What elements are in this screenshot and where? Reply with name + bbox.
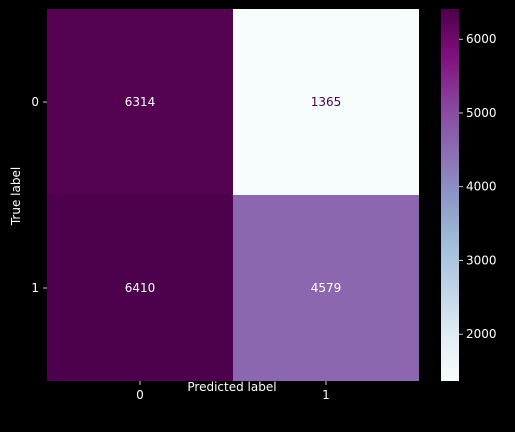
- cell-value-label: 1365: [311, 95, 342, 109]
- matrix-cell: [233, 195, 419, 381]
- x-tick-label: 1: [322, 388, 330, 402]
- matrix-cell: [233, 9, 419, 195]
- colorbar-tick-label: 5000: [466, 106, 497, 120]
- colorbar: [441, 9, 459, 381]
- cell-value-label: 6410: [125, 281, 156, 295]
- colorbar-tick-label: 6000: [466, 32, 497, 46]
- y-tick-label: 1: [31, 281, 39, 295]
- cell-value-label: 4579: [311, 281, 342, 295]
- colorbar-tick-label: 4000: [466, 180, 497, 194]
- matrix-cell: [47, 9, 233, 195]
- colorbar-tick-label: 3000: [466, 253, 497, 267]
- matrix-cell: [47, 195, 233, 381]
- matrix-cell-labels: 6314 1365 6410 4579: [125, 95, 342, 295]
- x-axis-label: Predicted label: [187, 380, 276, 394]
- matrix-cells: [47, 9, 419, 381]
- colorbar-tick-label: 2000: [466, 327, 497, 341]
- x-tick-label: 0: [136, 388, 144, 402]
- cell-value-label: 6314: [125, 95, 156, 109]
- y-axis-label: True label: [9, 167, 23, 226]
- colorbar-ticks: 2000 3000 4000 5000 6000: [459, 32, 497, 341]
- y-axis: 01: [31, 95, 47, 295]
- y-tick-label: 0: [31, 95, 39, 109]
